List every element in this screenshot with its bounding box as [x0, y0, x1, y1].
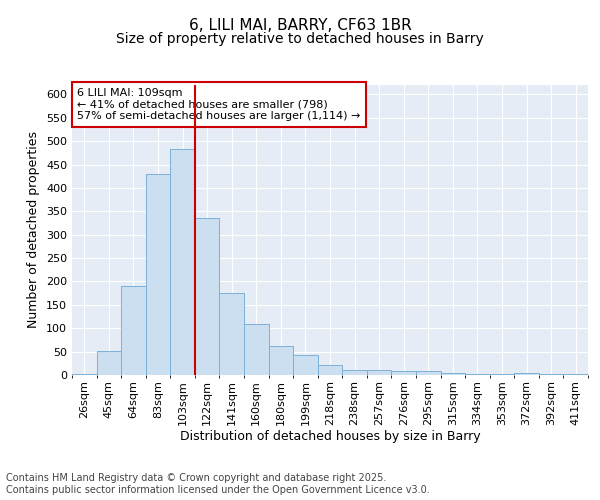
Bar — [269, 346, 293, 375]
Text: 6, LILI MAI, BARRY, CF63 1BR: 6, LILI MAI, BARRY, CF63 1BR — [188, 18, 412, 32]
Bar — [563, 374, 588, 375]
Bar — [465, 374, 490, 375]
Bar — [121, 286, 146, 375]
Text: 6 LILI MAI: 109sqm
← 41% of detached houses are smaller (798)
57% of semi-detach: 6 LILI MAI: 109sqm ← 41% of detached hou… — [77, 88, 361, 121]
Bar — [97, 351, 121, 375]
Bar — [514, 373, 539, 375]
Y-axis label: Number of detached properties: Number of detached properties — [28, 132, 40, 328]
Bar — [318, 364, 342, 375]
Bar — [416, 372, 440, 375]
X-axis label: Distribution of detached houses by size in Barry: Distribution of detached houses by size … — [179, 430, 481, 444]
Bar — [391, 372, 416, 375]
Bar — [293, 355, 318, 375]
Text: Contains HM Land Registry data © Crown copyright and database right 2025.
Contai: Contains HM Land Registry data © Crown c… — [6, 474, 430, 495]
Bar — [440, 373, 465, 375]
Bar — [490, 374, 514, 375]
Bar — [539, 374, 563, 375]
Bar — [170, 149, 195, 375]
Bar — [72, 374, 97, 375]
Bar — [146, 174, 170, 375]
Bar — [342, 370, 367, 375]
Bar — [244, 324, 269, 375]
Bar — [220, 293, 244, 375]
Text: Size of property relative to detached houses in Barry: Size of property relative to detached ho… — [116, 32, 484, 46]
Bar — [195, 218, 220, 375]
Bar — [367, 370, 391, 375]
